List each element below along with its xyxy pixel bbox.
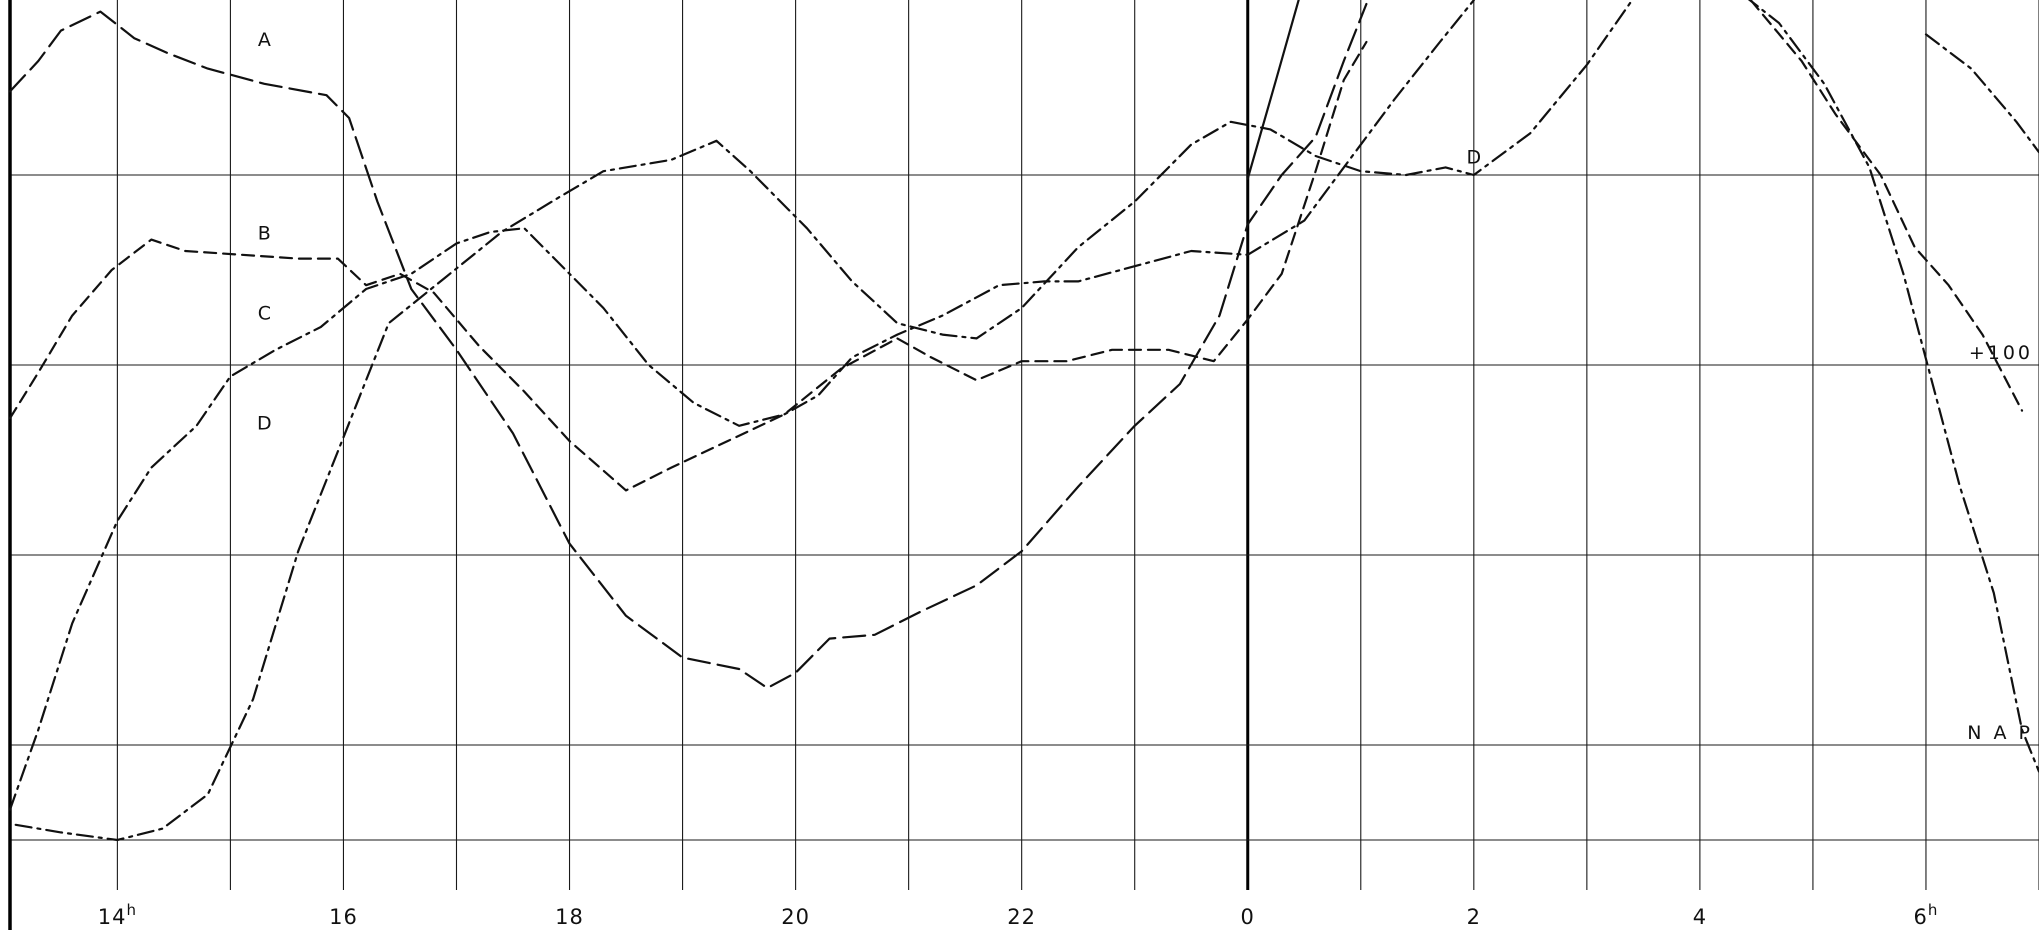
x-tick-label: 4 <box>1693 905 1707 929</box>
x-tick-label: 14h <box>98 901 137 929</box>
series-label-a: A <box>258 29 271 51</box>
label-layer: A B C D D +100 N A P 14h 16 18 20 22 0 2 4 6h <box>98 29 2033 929</box>
series-label-c: C <box>258 302 271 324</box>
series-d-line <box>1246 0 1300 180</box>
level-label: +100 <box>1969 342 2033 364</box>
x-tick-label: 18 <box>555 905 584 929</box>
grid-layer <box>8 0 2039 930</box>
series-label-d: D <box>257 413 272 435</box>
series-d-line <box>1747 0 2039 773</box>
x-tick-label: 2 <box>1467 905 1481 929</box>
series-d-line <box>14 0 1634 842</box>
series-c-line <box>8 0 1475 811</box>
series-label-d: D <box>1466 147 1481 169</box>
x-tick-label-sup: h <box>1928 901 1939 919</box>
x-tick-label: 20 <box>781 905 810 929</box>
series-a-line <box>8 2 1368 690</box>
level-label: N A P <box>1967 722 2033 744</box>
x-tick-label: 16 <box>329 905 358 929</box>
series-unlabelled-line <box>1924 33 2039 154</box>
x-tick-label: 22 <box>1007 905 1036 929</box>
x-tick-label-sup: h <box>126 901 137 919</box>
x-tick-label: 6h <box>1914 901 1939 929</box>
series-label-b: B <box>258 223 271 245</box>
curve-layer <box>8 0 2039 842</box>
series-b-line <box>8 40 1368 492</box>
x-tick-label: 0 <box>1241 905 1255 929</box>
series-unlabelled-line <box>1749 0 2024 412</box>
